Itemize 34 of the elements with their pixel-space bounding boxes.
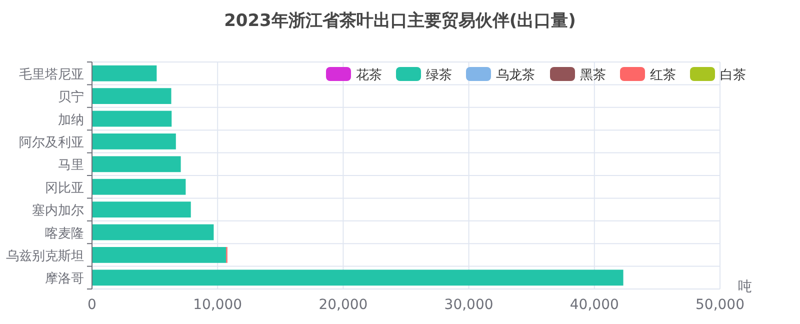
bar bbox=[92, 247, 226, 263]
bar bbox=[92, 110, 172, 127]
y-tick-label: 贝宁 bbox=[58, 89, 84, 106]
x-tick-label: 50,000 bbox=[696, 297, 744, 313]
y-tick-label: 马里 bbox=[58, 158, 84, 174]
y-tick-label: 喀麦隆 bbox=[45, 226, 84, 242]
bar bbox=[92, 202, 191, 218]
x-tick-label: 10,000 bbox=[193, 297, 242, 313]
y-tick-label: 乌兹别克斯坦 bbox=[6, 248, 84, 264]
bar bbox=[92, 156, 181, 172]
x-tick-label: 20,000 bbox=[318, 297, 368, 313]
bar bbox=[92, 270, 624, 286]
x-tick-label: 40,000 bbox=[570, 297, 619, 313]
x-tick-label: 0 bbox=[88, 297, 96, 313]
y-tick-label: 加纳 bbox=[58, 112, 84, 128]
legend-label: 白茶 bbox=[720, 68, 746, 83]
bar bbox=[92, 134, 176, 150]
y-tick-label: 阿尔及利亚 bbox=[19, 135, 84, 150]
y-tick-label: 塞内加尔 bbox=[32, 202, 84, 219]
chart-title: 2023年浙江省茶叶出口主要贸易伙伴(出口量) bbox=[224, 11, 576, 31]
bar bbox=[92, 224, 214, 240]
x-tick-label: 30,000 bbox=[444, 297, 494, 313]
legend-label: 黑茶 bbox=[580, 68, 606, 83]
y-tick-label: 冈比亚 bbox=[45, 180, 84, 196]
legend-label: 花茶 bbox=[356, 68, 382, 83]
y-tick-label: 毛里塔尼亚 bbox=[19, 67, 84, 82]
bar bbox=[92, 65, 157, 82]
legend-label: 乌龙茶 bbox=[496, 68, 535, 83]
y-tick-label: 摩洛哥 bbox=[45, 272, 84, 287]
bar bbox=[92, 178, 186, 195]
bar bbox=[92, 88, 172, 104]
legend-label: 红茶 bbox=[650, 68, 676, 83]
x-axis-title: 吨 bbox=[738, 279, 752, 295]
legend-label: 绿茶 bbox=[426, 68, 452, 83]
